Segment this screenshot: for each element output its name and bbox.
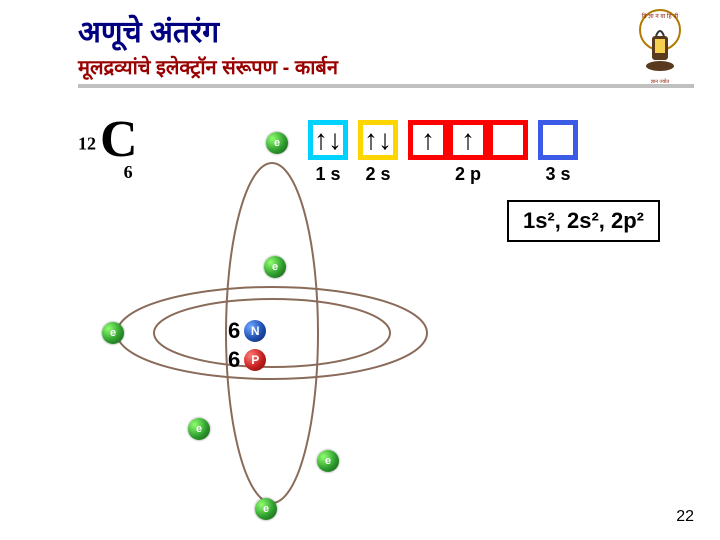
orbital-box: [488, 120, 528, 160]
page-title: अणूचे अंतरंग: [78, 10, 720, 51]
orbit-path: [117, 287, 427, 379]
orbital-label: 3 s: [545, 164, 570, 185]
nucleus: 6 N 6 P: [228, 318, 266, 373]
page-number: 22: [676, 508, 694, 526]
institute-logo: वि ज्ञा न वा हि नी ज्ञान ज्योत: [630, 8, 690, 88]
svg-text:वि ज्ञा न वा हि नी: वि ज्ञा न वा हि नी: [642, 12, 679, 20]
neutron-icon: N: [244, 320, 266, 342]
atom-diagram: eeeeee 6 N 6 P: [96, 138, 426, 518]
proton-icon: P: [244, 349, 266, 371]
orbital-box: ↑: [448, 120, 488, 160]
electron-icon: e: [188, 418, 210, 440]
electron-icon: e: [255, 498, 277, 520]
electron-icon: e: [102, 322, 124, 344]
header-divider: [78, 84, 694, 88]
neutron-count: 6: [228, 318, 240, 344]
orbit-path: [154, 299, 390, 367]
orbital-group: ↑↑2 p: [408, 120, 528, 185]
electron-icon: e: [317, 450, 339, 472]
orbital-box: [538, 120, 578, 160]
proton-count: 6: [228, 347, 240, 373]
orbital-group: 3 s: [538, 120, 578, 185]
svg-text:ज्ञान ज्योत: ज्ञान ज्योत: [651, 78, 670, 85]
electron-configuration: 1s², 2s², 2p²: [507, 200, 660, 242]
electron-icon: e: [266, 132, 288, 154]
mass-number: 12: [78, 134, 96, 154]
spin-up-icon: ↑: [461, 126, 475, 154]
page-subtitle: मूलद्रव्यांचे इलेक्ट्रॉन संरूपण - कार्बन: [78, 53, 720, 80]
orbital-label: 2 p: [455, 164, 481, 185]
electron-icon: e: [264, 256, 286, 278]
